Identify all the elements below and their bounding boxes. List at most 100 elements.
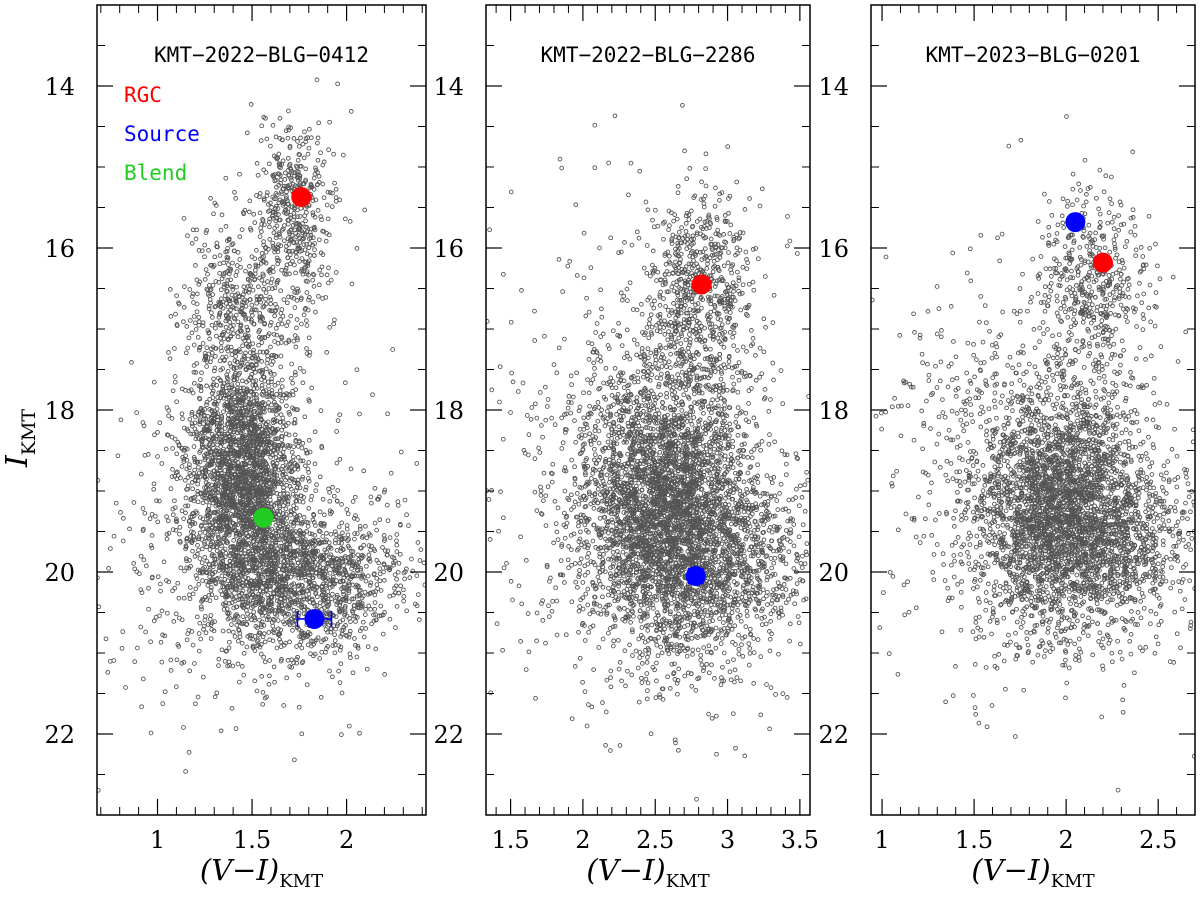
star-point — [355, 645, 361, 651]
star-point — [298, 206, 304, 211]
star-point — [364, 666, 370, 672]
panel-1: 1 1.5 21416182022KMT−2022−BLG−0412RGCSourc… — [44, 4, 427, 892]
star-point — [230, 513, 236, 519]
star-point — [283, 595, 288, 601]
star-point — [169, 434, 175, 440]
star-point — [298, 164, 304, 169]
star-point — [266, 614, 271, 620]
star-point — [297, 485, 303, 491]
star-point — [283, 506, 289, 512]
star-point — [279, 267, 284, 273]
star-point — [363, 523, 368, 529]
star-point — [204, 399, 210, 405]
star-point — [303, 177, 309, 183]
star-point — [369, 621, 374, 627]
star-point — [219, 573, 225, 579]
star-point — [276, 212, 281, 217]
star-point — [179, 508, 185, 514]
star-point — [181, 216, 187, 221]
star-point — [183, 495, 189, 501]
star-point — [273, 463, 279, 469]
star-point — [342, 216, 348, 222]
star-point — [200, 578, 205, 583]
star-point — [172, 379, 178, 385]
star-point — [281, 186, 286, 192]
star-point — [196, 248, 202, 253]
star-point — [193, 327, 199, 332]
star-point — [248, 396, 254, 402]
star-point — [204, 228, 210, 233]
star-point — [250, 599, 256, 604]
star-point — [295, 286, 300, 292]
star-point — [228, 523, 233, 529]
star-point — [252, 220, 258, 225]
star-point — [263, 296, 268, 302]
star-point — [259, 123, 265, 129]
star-point — [216, 390, 222, 396]
star-point — [317, 656, 322, 661]
star-point — [394, 549, 400, 554]
star-point — [166, 350, 171, 355]
star-point — [173, 527, 179, 533]
star-point — [394, 538, 399, 544]
star-point — [182, 478, 188, 483]
star-point — [281, 297, 287, 302]
star-point — [202, 242, 208, 248]
star-point — [243, 535, 248, 541]
star-point — [201, 436, 206, 442]
star-point — [263, 170, 269, 175]
star-point — [186, 565, 192, 571]
star-point — [272, 339, 277, 344]
star-point — [298, 135, 303, 141]
star-point — [213, 203, 219, 208]
star-point — [374, 582, 380, 587]
star-point — [371, 612, 376, 618]
star-point — [316, 282, 322, 288]
star-point — [202, 254, 207, 260]
star-point — [233, 273, 239, 278]
star-point — [294, 660, 299, 666]
star-point — [212, 577, 217, 583]
star-point — [226, 628, 232, 634]
star-point — [300, 380, 306, 386]
star-point — [332, 642, 338, 648]
star-point — [283, 395, 289, 401]
star-point — [195, 542, 200, 548]
star-point — [327, 585, 333, 590]
star-point — [330, 574, 336, 580]
star-point — [252, 615, 258, 621]
star-point — [326, 147, 331, 153]
star-point — [273, 134, 279, 140]
star-point — [361, 468, 367, 474]
star-point — [218, 579, 224, 585]
star-point — [138, 624, 144, 630]
star-point — [326, 265, 331, 271]
star-point — [210, 571, 215, 577]
star-point — [262, 659, 268, 665]
star-point — [262, 695, 268, 701]
star-point — [266, 161, 272, 167]
star-point — [266, 383, 271, 389]
star-point — [269, 391, 275, 396]
star-point — [173, 470, 179, 476]
star-point — [275, 558, 281, 564]
star-point — [290, 222, 296, 228]
star-point — [385, 411, 390, 417]
star-point — [269, 362, 274, 367]
star-point — [185, 345, 191, 351]
star-point — [143, 563, 149, 569]
star-point — [262, 281, 267, 287]
star-point — [312, 532, 318, 538]
star-point — [279, 321, 285, 327]
star-point — [184, 565, 190, 571]
star-point — [235, 638, 241, 644]
star-point — [325, 644, 330, 649]
star-point — [174, 657, 180, 663]
star-point — [288, 574, 294, 580]
star-point — [350, 670, 356, 676]
star-point — [278, 639, 284, 645]
star-point — [195, 499, 201, 505]
star-point — [174, 519, 180, 525]
star-point — [326, 602, 332, 608]
star-point — [218, 588, 224, 594]
